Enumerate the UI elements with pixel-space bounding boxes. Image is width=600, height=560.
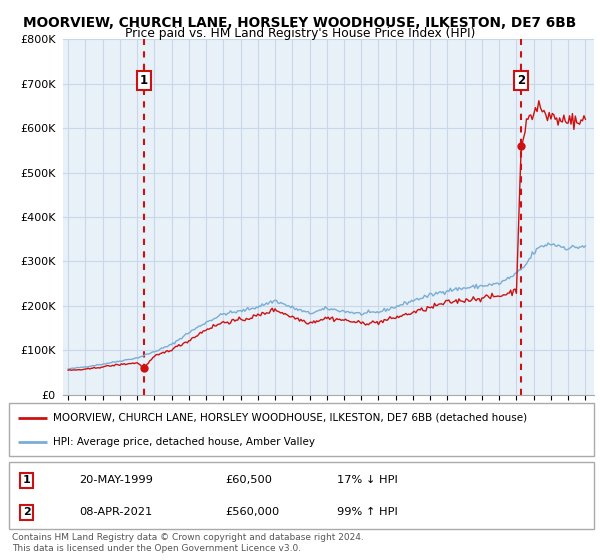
Text: 1: 1: [23, 475, 31, 485]
Text: 2: 2: [517, 73, 525, 87]
Text: Contains HM Land Registry data © Crown copyright and database right 2024.
This d: Contains HM Land Registry data © Crown c…: [12, 533, 364, 553]
Text: MOORVIEW, CHURCH LANE, HORSLEY WOODHOUSE, ILKESTON, DE7 6BB (detached house): MOORVIEW, CHURCH LANE, HORSLEY WOODHOUSE…: [53, 413, 527, 423]
Text: HPI: Average price, detached house, Amber Valley: HPI: Average price, detached house, Ambe…: [53, 437, 315, 447]
Text: 2: 2: [23, 507, 31, 517]
Text: MOORVIEW, CHURCH LANE, HORSLEY WOODHOUSE, ILKESTON, DE7 6BB: MOORVIEW, CHURCH LANE, HORSLEY WOODHOUSE…: [23, 16, 577, 30]
Text: Price paid vs. HM Land Registry's House Price Index (HPI): Price paid vs. HM Land Registry's House …: [125, 27, 475, 40]
Text: 17% ↓ HPI: 17% ↓ HPI: [337, 475, 397, 485]
Text: 99% ↑ HPI: 99% ↑ HPI: [337, 507, 397, 517]
Text: £60,500: £60,500: [226, 475, 272, 485]
Text: 08-APR-2021: 08-APR-2021: [79, 507, 152, 517]
Text: 1: 1: [140, 73, 148, 87]
Text: 20-MAY-1999: 20-MAY-1999: [79, 475, 153, 485]
Text: £560,000: £560,000: [226, 507, 280, 517]
